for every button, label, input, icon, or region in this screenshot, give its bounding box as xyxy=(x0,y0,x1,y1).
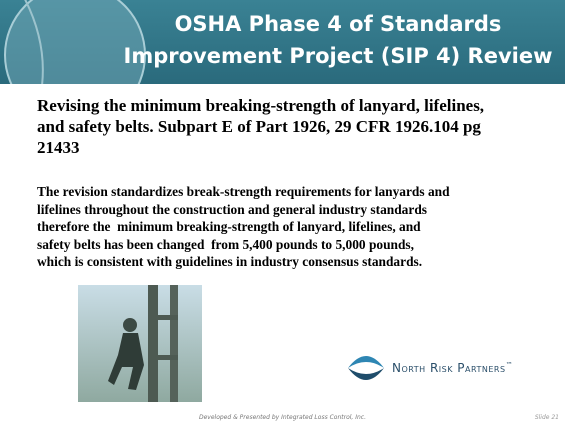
paragraph-line: The revision standardizes break-strength… xyxy=(37,183,450,201)
header-band: OSHA Phase 4 of Standards Improvement Pr… xyxy=(0,0,565,84)
title-line: OSHA Phase 4 of Standards xyxy=(118,8,558,40)
paragraph: The revision standardizes break-strength… xyxy=(37,183,450,271)
heading-line: Revising the minimum breaking-strength o… xyxy=(37,95,484,116)
paragraph-line: which is consistent with guidelines in i… xyxy=(37,253,450,271)
paragraph-line: lifelines throughout the construction an… xyxy=(37,201,450,219)
heading-line: and safety belts. Subpart E of Part 1926… xyxy=(37,116,484,137)
logo-text: North Risk Partners xyxy=(392,361,506,375)
paragraph-line: therefore the minimum breaking-strength … xyxy=(37,218,450,236)
slide-number: Slide 21 xyxy=(535,414,559,421)
heading-line: 21433 xyxy=(37,137,484,158)
heading: Revising the minimum breaking-strength o… xyxy=(37,95,484,158)
paragraph-line: safety belts has been changed from 5,400… xyxy=(37,236,450,254)
photo xyxy=(78,285,202,402)
logo: North Risk Partners™ xyxy=(392,361,513,375)
slide: OSHA Phase 4 of Standards Improvement Pr… xyxy=(0,0,565,424)
logo-icon xyxy=(346,350,386,386)
title-line: Improvement Project (SIP 4) Review xyxy=(118,40,558,72)
footer-credit: Developed & Presented by Integrated Loss… xyxy=(0,414,565,421)
slide-title: OSHA Phase 4 of Standards Improvement Pr… xyxy=(118,8,558,72)
logo-mark: ™ xyxy=(506,361,514,369)
